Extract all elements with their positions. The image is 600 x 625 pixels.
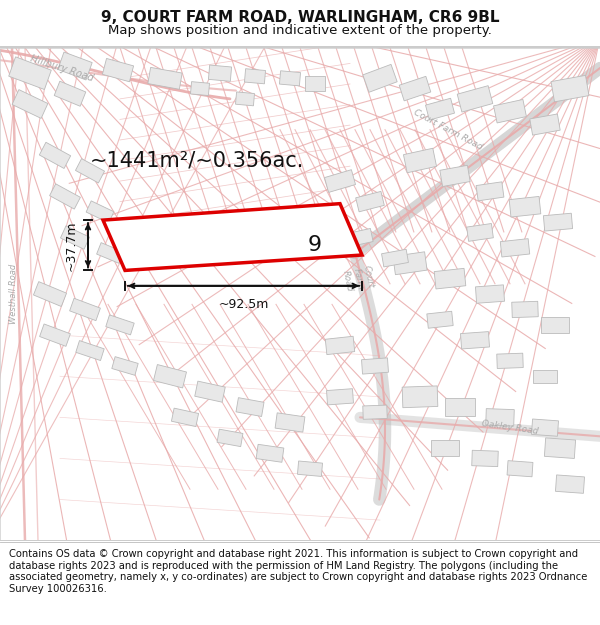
Polygon shape — [236, 92, 254, 106]
Polygon shape — [97, 242, 124, 263]
Polygon shape — [475, 285, 505, 303]
Polygon shape — [461, 332, 490, 349]
Polygon shape — [393, 252, 427, 274]
Polygon shape — [440, 166, 470, 186]
Polygon shape — [61, 226, 89, 249]
Text: Map shows position and indicative extent of the property.: Map shows position and indicative extent… — [108, 24, 492, 37]
Polygon shape — [507, 461, 533, 477]
Polygon shape — [431, 440, 459, 456]
Polygon shape — [486, 409, 514, 426]
Polygon shape — [500, 239, 530, 257]
Polygon shape — [34, 282, 67, 306]
Polygon shape — [551, 76, 589, 102]
Polygon shape — [399, 76, 431, 101]
Polygon shape — [103, 59, 134, 82]
Polygon shape — [356, 191, 385, 212]
Polygon shape — [208, 65, 232, 81]
Polygon shape — [544, 438, 575, 459]
Polygon shape — [512, 301, 538, 318]
Polygon shape — [544, 213, 572, 231]
Text: ~1441m²/~0.356ac.: ~1441m²/~0.356ac. — [90, 151, 304, 171]
Text: Hillbury Road: Hillbury Road — [29, 53, 95, 83]
Polygon shape — [325, 169, 356, 192]
Polygon shape — [191, 82, 209, 96]
Polygon shape — [86, 201, 114, 223]
Polygon shape — [494, 99, 526, 123]
Text: Westhall Road: Westhall Road — [10, 264, 19, 324]
Polygon shape — [244, 69, 266, 84]
Text: Court
Farm
Road: Court Farm Road — [341, 264, 375, 293]
Polygon shape — [12, 89, 48, 118]
Polygon shape — [154, 364, 187, 388]
Polygon shape — [325, 336, 355, 354]
Polygon shape — [58, 52, 92, 80]
Polygon shape — [305, 76, 325, 91]
Text: ~37.7m: ~37.7m — [65, 220, 78, 271]
Polygon shape — [403, 148, 437, 173]
Polygon shape — [70, 298, 100, 321]
Polygon shape — [532, 419, 559, 436]
Polygon shape — [472, 450, 498, 467]
Text: 9: 9 — [308, 235, 322, 255]
Polygon shape — [434, 268, 466, 289]
Polygon shape — [556, 475, 584, 493]
Text: Contains OS data © Crown copyright and database right 2021. This information is : Contains OS data © Crown copyright and d… — [9, 549, 587, 594]
Text: ~92.5m: ~92.5m — [218, 298, 269, 311]
Polygon shape — [50, 184, 80, 209]
Polygon shape — [172, 408, 199, 426]
Text: Oakley Road: Oakley Road — [481, 419, 539, 436]
Polygon shape — [467, 224, 493, 241]
Polygon shape — [76, 159, 104, 183]
Polygon shape — [347, 229, 373, 247]
Polygon shape — [40, 142, 71, 169]
Polygon shape — [40, 324, 70, 346]
Polygon shape — [497, 353, 523, 369]
Polygon shape — [363, 405, 387, 419]
Polygon shape — [530, 114, 560, 135]
Polygon shape — [476, 182, 504, 201]
Polygon shape — [54, 81, 86, 106]
Polygon shape — [275, 413, 305, 432]
Polygon shape — [217, 429, 243, 447]
Polygon shape — [457, 86, 493, 112]
Polygon shape — [106, 315, 134, 335]
Polygon shape — [298, 461, 323, 476]
Polygon shape — [533, 369, 557, 383]
Polygon shape — [425, 98, 454, 120]
Polygon shape — [9, 57, 51, 89]
Polygon shape — [236, 398, 264, 416]
Polygon shape — [362, 358, 388, 374]
Polygon shape — [363, 64, 397, 92]
Polygon shape — [103, 204, 362, 271]
Polygon shape — [509, 196, 541, 217]
Polygon shape — [445, 398, 475, 416]
Polygon shape — [76, 341, 104, 361]
Polygon shape — [256, 444, 284, 462]
Text: Court Farm Road: Court Farm Road — [412, 107, 484, 152]
Polygon shape — [280, 71, 301, 86]
Polygon shape — [427, 311, 453, 328]
Polygon shape — [382, 249, 409, 267]
Polygon shape — [326, 389, 353, 405]
Polygon shape — [112, 357, 138, 375]
Polygon shape — [541, 317, 569, 332]
Polygon shape — [195, 381, 225, 402]
Text: 9, COURT FARM ROAD, WARLINGHAM, CR6 9BL: 9, COURT FARM ROAD, WARLINGHAM, CR6 9BL — [101, 11, 499, 26]
Polygon shape — [148, 68, 182, 89]
Polygon shape — [402, 386, 438, 408]
